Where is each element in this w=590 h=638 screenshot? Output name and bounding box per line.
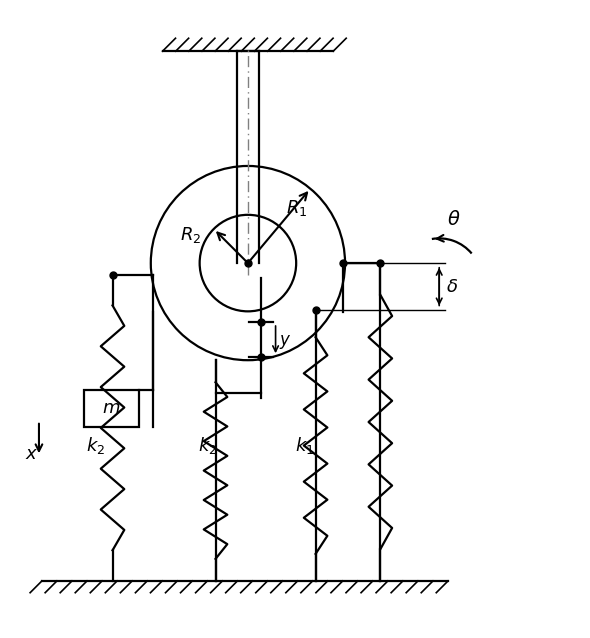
Text: $\theta$: $\theta$ xyxy=(447,211,461,230)
Text: $m$: $m$ xyxy=(103,399,121,417)
Text: $x$: $x$ xyxy=(25,445,39,463)
Text: $R_1$: $R_1$ xyxy=(286,198,307,218)
Text: $k_2$: $k_2$ xyxy=(86,436,105,456)
Text: $\delta$: $\delta$ xyxy=(446,278,458,295)
Text: $R_2$: $R_2$ xyxy=(180,225,201,244)
Text: $k_2$: $k_2$ xyxy=(198,436,217,456)
Bar xyxy=(84,390,139,427)
Text: $y$: $y$ xyxy=(278,334,291,352)
Text: $k_1$: $k_1$ xyxy=(295,436,314,456)
